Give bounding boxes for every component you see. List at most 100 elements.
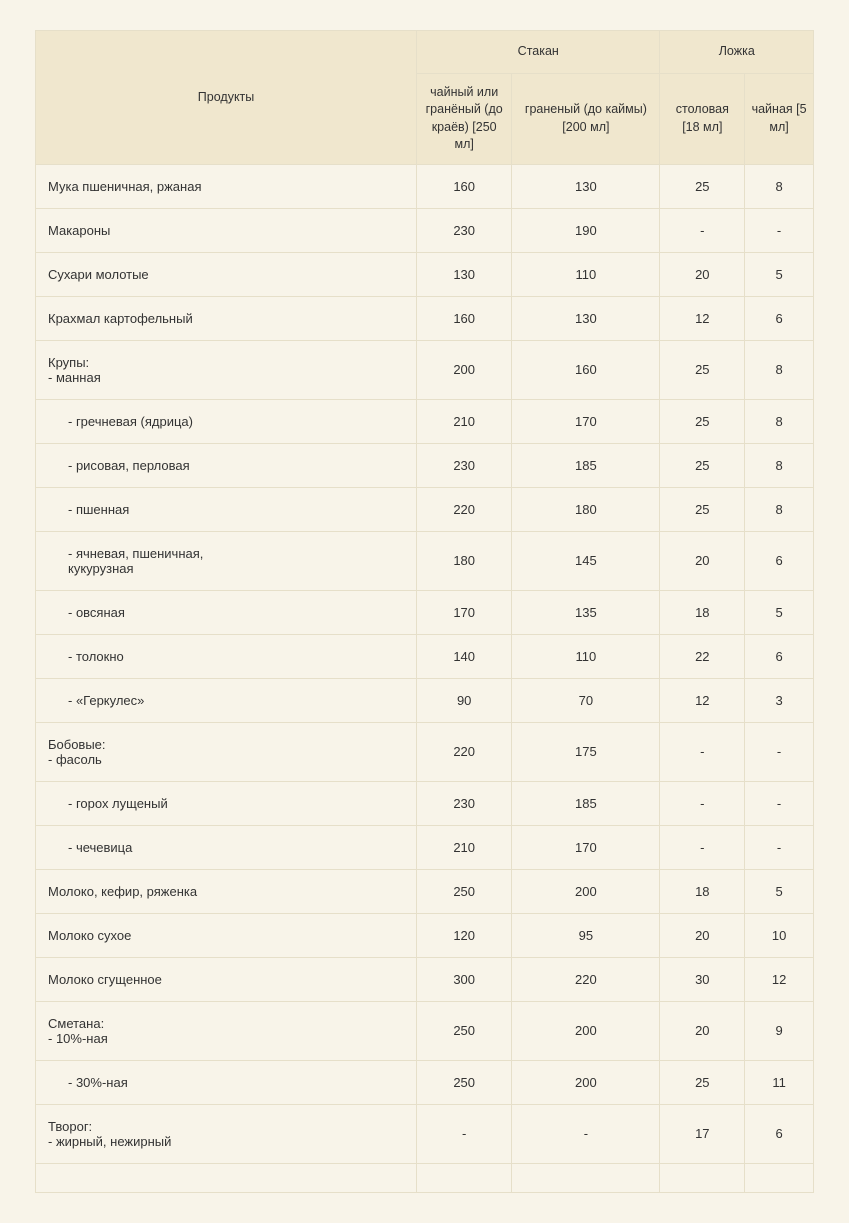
table-row: - толокно140110226 (36, 634, 814, 678)
table-row: Молоко, кефир, ряженка250200185 (36, 869, 814, 913)
col-header-spoon-table: столовая [18 мл] (660, 73, 745, 164)
cell-value: 25 (660, 1060, 745, 1104)
table-row: Мука пшеничная, ржаная160130258 (36, 164, 814, 208)
col-header-products: Продукты (36, 31, 417, 165)
cell-value: 17 (660, 1104, 745, 1163)
cell-value: 20 (660, 252, 745, 296)
cell-value: 110 (512, 252, 660, 296)
cell-value: 9 (745, 1001, 814, 1060)
cell-value: 8 (745, 164, 814, 208)
cell-product: Сухари молотые (36, 252, 417, 296)
cell-value (512, 1163, 660, 1192)
col-group-glass: Стакан (417, 31, 660, 74)
cell-value: 170 (417, 590, 512, 634)
table-row: Макароны230190-- (36, 208, 814, 252)
cell-value: 5 (745, 869, 814, 913)
cell-product: Крупы: - манная (36, 340, 417, 399)
table-row: - ячневая, пшеничная, кукурузная18014520… (36, 531, 814, 590)
cell-value: 12 (660, 678, 745, 722)
table-row: Бобовые: - фасоль220175-- (36, 722, 814, 781)
table-header: Продукты Стакан Ложка чайный или гранёны… (36, 31, 814, 165)
cell-value: 190 (512, 208, 660, 252)
cell-value: 220 (417, 722, 512, 781)
table-row: - пшенная220180258 (36, 487, 814, 531)
cell-product: Молоко, кефир, ряженка (36, 869, 417, 913)
cell-value: 10 (745, 913, 814, 957)
cell-value: 25 (660, 340, 745, 399)
cell-value: - (745, 208, 814, 252)
cell-value: 12 (745, 957, 814, 1001)
table-row: - горох лущеный230185-- (36, 781, 814, 825)
cell-product: - рисовая, перловая (36, 443, 417, 487)
cell-value: 230 (417, 781, 512, 825)
cell-value: 6 (745, 634, 814, 678)
cell-product: - толокно (36, 634, 417, 678)
cell-value: 120 (417, 913, 512, 957)
cell-value: 300 (417, 957, 512, 1001)
cell-value: 3 (745, 678, 814, 722)
cell-value: 185 (512, 781, 660, 825)
cell-value: 25 (660, 443, 745, 487)
cell-value: 6 (745, 296, 814, 340)
table-row: Сухари молотые130110205 (36, 252, 814, 296)
cell-product: - овсяная (36, 590, 417, 634)
cell-product (36, 1163, 417, 1192)
table-row: Крупы: - манная200160258 (36, 340, 814, 399)
cell-value: 220 (512, 957, 660, 1001)
col-header-glass-250: чайный или гранёный (до краёв) [250 мл] (417, 73, 512, 164)
table-row: Творог: - жирный, нежирный--176 (36, 1104, 814, 1163)
col-header-spoon-tea: чайная [5 мл] (745, 73, 814, 164)
cell-product: - гречневая (ядрица) (36, 399, 417, 443)
cell-value: 220 (417, 487, 512, 531)
col-header-glass-200: граненый (до каймы)[200 мл] (512, 73, 660, 164)
cell-value: 6 (745, 531, 814, 590)
cell-product: Мука пшеничная, ржаная (36, 164, 417, 208)
table-row: - рисовая, перловая230185258 (36, 443, 814, 487)
cell-value: 6 (745, 1104, 814, 1163)
cell-product: Молоко сгущенное (36, 957, 417, 1001)
cell-value: 12 (660, 296, 745, 340)
table-body: Мука пшеничная, ржаная160130258Макароны2… (36, 164, 814, 1192)
table-row: Молоко сухое120952010 (36, 913, 814, 957)
cell-value: 130 (512, 296, 660, 340)
measurement-table: Продукты Стакан Ложка чайный или гранёны… (35, 30, 814, 1193)
cell-value: 200 (417, 340, 512, 399)
cell-value: 140 (417, 634, 512, 678)
cell-value: 95 (512, 913, 660, 957)
cell-value: 175 (512, 722, 660, 781)
cell-product: Сметана: - 10%-ная (36, 1001, 417, 1060)
cell-product: - чечевица (36, 825, 417, 869)
cell-value (660, 1163, 745, 1192)
cell-value: 8 (745, 443, 814, 487)
cell-product: Творог: - жирный, нежирный (36, 1104, 417, 1163)
cell-product: Молоко сухое (36, 913, 417, 957)
cell-value: 11 (745, 1060, 814, 1104)
cell-value (745, 1163, 814, 1192)
cell-value: 160 (417, 164, 512, 208)
cell-value: 25 (660, 399, 745, 443)
cell-value: - (745, 781, 814, 825)
cell-product: Макароны (36, 208, 417, 252)
cell-value: 25 (660, 164, 745, 208)
cell-value: 170 (512, 825, 660, 869)
cell-value: 200 (512, 1060, 660, 1104)
table-row: - 30%-ная2502002511 (36, 1060, 814, 1104)
cell-value: 130 (512, 164, 660, 208)
table-row: Крахмал картофельный160130126 (36, 296, 814, 340)
cell-value: 135 (512, 590, 660, 634)
cell-value: 160 (417, 296, 512, 340)
cell-product: - 30%-ная (36, 1060, 417, 1104)
cell-value: 110 (512, 634, 660, 678)
cell-product: - пшенная (36, 487, 417, 531)
cell-value: - (745, 825, 814, 869)
cell-product: Крахмал картофельный (36, 296, 417, 340)
cell-value: 130 (417, 252, 512, 296)
cell-value: 5 (745, 252, 814, 296)
table-row: Сметана: - 10%-ная250200209 (36, 1001, 814, 1060)
table-row: Молоко сгущенное3002203012 (36, 957, 814, 1001)
cell-value: 20 (660, 531, 745, 590)
cell-value: 180 (417, 531, 512, 590)
cell-value: - (417, 1104, 512, 1163)
cell-product: Бобовые: - фасоль (36, 722, 417, 781)
cell-value: 8 (745, 487, 814, 531)
